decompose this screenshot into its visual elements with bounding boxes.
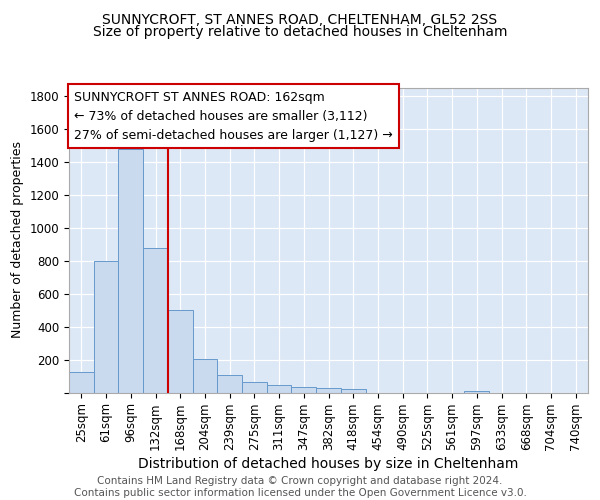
Bar bbox=[341, 389, 365, 392]
Bar bbox=[94, 260, 118, 392]
Bar bbox=[168, 310, 193, 392]
Bar bbox=[292, 386, 316, 392]
Bar bbox=[316, 388, 341, 392]
Bar bbox=[217, 375, 242, 392]
Y-axis label: Number of detached properties: Number of detached properties bbox=[11, 142, 24, 338]
Bar bbox=[143, 248, 168, 392]
Text: Contains HM Land Registry data © Crown copyright and database right 2024.
Contai: Contains HM Land Registry data © Crown c… bbox=[74, 476, 526, 498]
Bar bbox=[242, 382, 267, 392]
Text: Size of property relative to detached houses in Cheltenham: Size of property relative to detached ho… bbox=[93, 25, 507, 39]
Text: SUNNYCROFT ST ANNES ROAD: 162sqm
← 73% of detached houses are smaller (3,112)
27: SUNNYCROFT ST ANNES ROAD: 162sqm ← 73% o… bbox=[74, 90, 393, 142]
Bar bbox=[267, 384, 292, 392]
X-axis label: Distribution of detached houses by size in Cheltenham: Distribution of detached houses by size … bbox=[139, 456, 518, 470]
Bar bbox=[69, 372, 94, 392]
Bar bbox=[118, 148, 143, 392]
Text: SUNNYCROFT, ST ANNES ROAD, CHELTENHAM, GL52 2SS: SUNNYCROFT, ST ANNES ROAD, CHELTENHAM, G… bbox=[103, 12, 497, 26]
Bar bbox=[464, 390, 489, 392]
Bar bbox=[193, 358, 217, 392]
